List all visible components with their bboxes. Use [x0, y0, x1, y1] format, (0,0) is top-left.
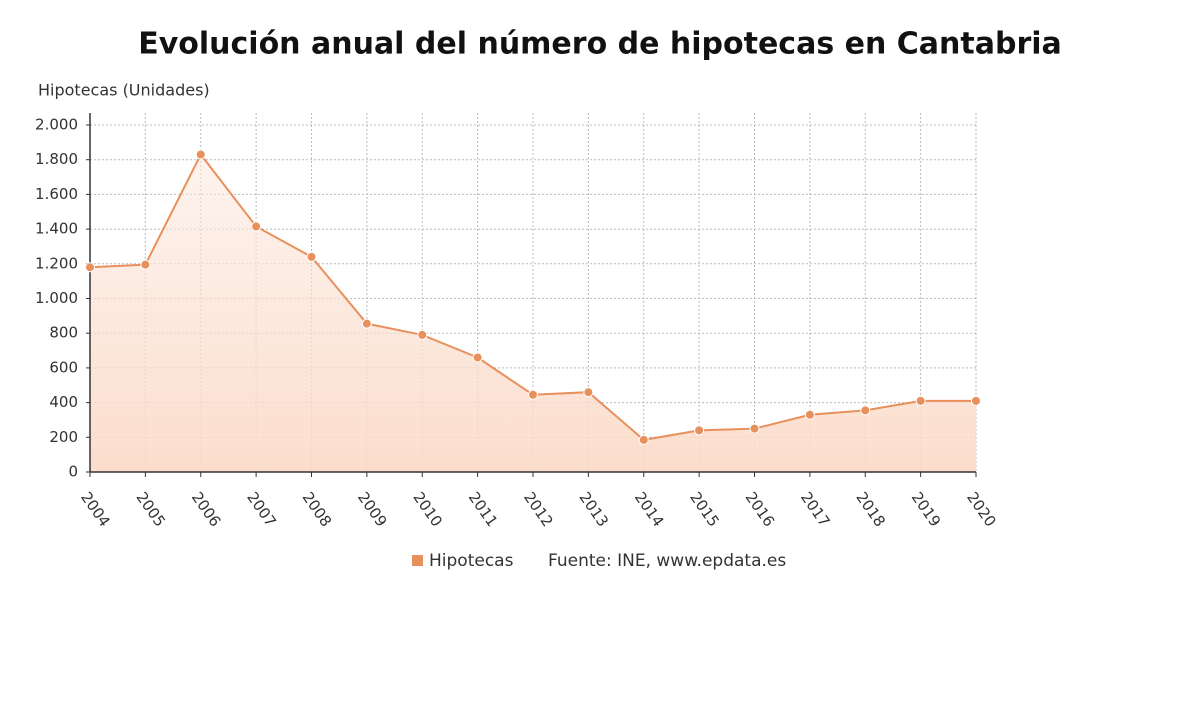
x-tick-label: 2020: [963, 489, 1000, 531]
x-tick-label: 2015: [686, 489, 723, 531]
y-tick-label: 1.200: [35, 254, 78, 272]
x-tick-label: 2009: [354, 489, 391, 531]
chart-title: Evolución anual del número de hipotecas …: [138, 27, 1062, 62]
x-tick-label: 2014: [631, 489, 668, 531]
x-tick-label: 2010: [409, 489, 446, 531]
x-tick-label: 2005: [132, 489, 169, 531]
point: [306, 251, 317, 262]
y-tick-label: 1.600: [35, 185, 78, 203]
point: [583, 387, 594, 398]
x-tick-label: 2007: [243, 489, 280, 531]
point: [361, 318, 372, 329]
legend: Hipotecas Fuente: INE, www.epdata.es: [412, 551, 786, 571]
point: [638, 434, 649, 445]
y-tick-label: 1.400: [35, 220, 78, 238]
x-tick-label: 2006: [188, 489, 225, 531]
y-axis-label: Hipotecas (Unidades): [38, 81, 210, 100]
x-tick-label: 2011: [465, 489, 502, 531]
y-tick-label: 1.800: [35, 150, 78, 168]
y-tick-label: 200: [49, 428, 78, 446]
point: [971, 395, 981, 406]
legend-swatch: [412, 555, 423, 566]
point: [749, 423, 760, 434]
point: [860, 405, 871, 416]
x-tick-label: 2016: [742, 489, 779, 531]
x-tick-label: 2018: [852, 489, 889, 531]
y-tick-label: 600: [49, 358, 78, 376]
point: [251, 221, 262, 232]
point: [694, 425, 705, 436]
x-tick-label: 2008: [299, 489, 336, 531]
x-tick-label: 2017: [797, 489, 834, 531]
x-tick-label: 2012: [520, 489, 557, 531]
point: [915, 395, 926, 406]
area: [90, 154, 976, 472]
point: [472, 352, 483, 363]
legend-label: Hipotecas: [429, 551, 514, 571]
y-tick-label: 0: [68, 463, 78, 481]
point: [140, 259, 151, 270]
y-tick-label: 400: [49, 393, 78, 411]
y-tick-label: 1.000: [35, 289, 78, 307]
x-tick-label: 2013: [575, 489, 612, 531]
x-tick-label: 2019: [908, 489, 945, 531]
point: [417, 329, 428, 340]
x-tick-label: 2004: [77, 489, 114, 531]
source: Fuente: INE, www.epdata.es: [548, 551, 786, 571]
y-tick-label: 800: [49, 324, 78, 342]
point: [195, 149, 206, 160]
point: [804, 409, 815, 420]
point: [528, 389, 538, 400]
point: [85, 262, 95, 273]
y-tick-label: 2.000: [35, 116, 78, 134]
